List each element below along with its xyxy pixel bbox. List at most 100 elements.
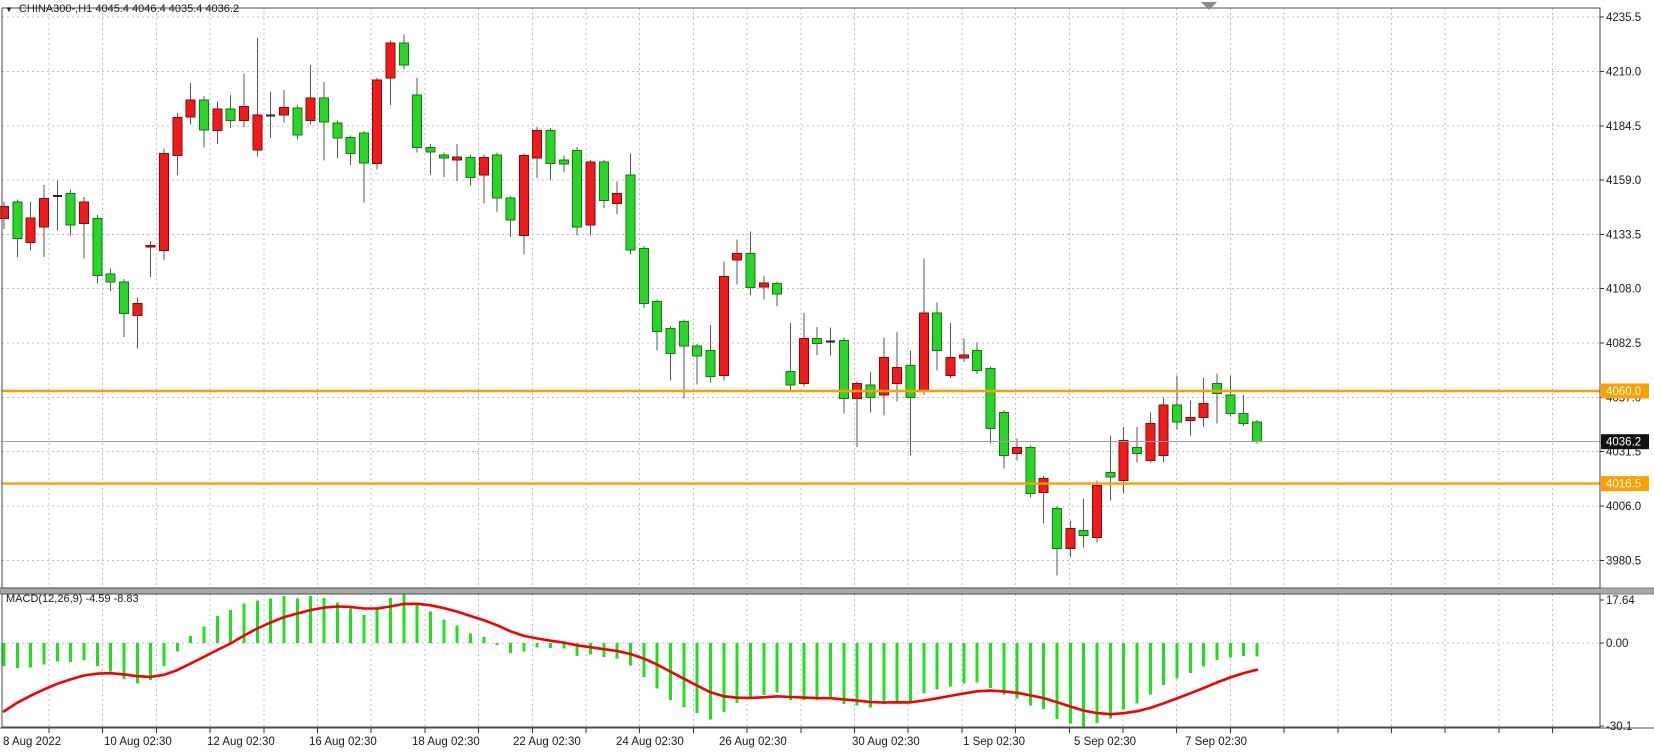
- macd-axis-label: -30.1: [1606, 721, 1632, 733]
- price-axis-label: 4184.5: [1606, 121, 1641, 133]
- time-axis-label: 26 Aug 02:30: [719, 736, 787, 748]
- bull-candle: [612, 192, 623, 204]
- bull-candle: [798, 337, 809, 384]
- bear-candle: [1025, 446, 1036, 494]
- time-axis-label: 12 Aug 02:30: [207, 736, 275, 748]
- bull-candle: [958, 354, 969, 359]
- bear-candle: [785, 370, 796, 386]
- bear-candle: [12, 201, 23, 240]
- bull-candle: [172, 116, 183, 156]
- time-axis-label: 24 Aug 02:30: [616, 736, 684, 748]
- price-axis-label: 4108.0: [1606, 284, 1641, 296]
- bull-candle: [478, 156, 489, 176]
- bear-candle: [358, 132, 369, 164]
- bull-candle: [918, 312, 929, 391]
- bear-candle: [1225, 394, 1236, 414]
- bear-candle: [665, 327, 676, 354]
- bear-candle: [1132, 446, 1142, 454]
- bear-candle: [1105, 471, 1116, 478]
- bear-candle: [705, 349, 716, 377]
- macd-axis-label: 0.00: [1606, 638, 1628, 650]
- bull-candle: [1012, 446, 1023, 454]
- bear-candle: [1212, 382, 1222, 394]
- bear-candle: [652, 300, 663, 332]
- bear-candle: [412, 94, 423, 148]
- price-axis[interactable]: 4235.5 4210.0 4184.5 4159.0 4133.5 4108.0 4082…: [1600, 12, 1649, 567]
- time-axis-label: 7 Sep 02:30: [1185, 736, 1247, 748]
- bear-candle: [465, 156, 476, 178]
- bear-candle: [572, 149, 583, 228]
- time-axis-label: 22 Aug 02:30: [513, 736, 581, 748]
- bull-candle: [252, 114, 263, 151]
- time-axis-label: 5 Sep 02:30: [1074, 736, 1136, 748]
- bear-candle: [692, 345, 703, 357]
- macd-indicator-label: MACD(12,26,9) -4.59 -8.83: [6, 593, 139, 605]
- time-axis-label: 10 Aug 02:30: [104, 736, 172, 748]
- bear-candle: [332, 122, 343, 139]
- bear-candle: [292, 107, 303, 136]
- macd-indicator: [2, 594, 1259, 727]
- current-price-badge: [1601, 434, 1649, 450]
- resistance-price-badge-text: 4060.0: [1606, 386, 1641, 398]
- bull-candle: [518, 154, 529, 236]
- bull-candle: [452, 156, 463, 161]
- main-panel-border: [1, 7, 1601, 589]
- bull-candle: [132, 303, 143, 316]
- bear-candle: [318, 97, 329, 123]
- price-axis-label: 4210.0: [1606, 67, 1641, 79]
- bull-candle: [39, 198, 49, 228]
- bear-candle: [1238, 412, 1249, 424]
- bear-candle: [905, 364, 916, 398]
- bear-candle: [225, 108, 236, 121]
- chart-shift-marker-icon[interactable]: [1201, 2, 1217, 10]
- chart-header: ▼ CHINA300-,H1 4045.4 4046.4 4035.4 4036…: [5, 3, 239, 15]
- price-axis-label: 4235.5: [1606, 12, 1641, 24]
- bear-candle: [1172, 404, 1182, 423]
- current-price-badge-text: 4036.2: [1606, 437, 1641, 449]
- bear-candle: [638, 247, 649, 304]
- bull-candle: [0, 206, 9, 219]
- time-axis-label: 30 Aug 02:30: [852, 736, 920, 748]
- time-axis-label: 1 Sep 02:30: [963, 736, 1025, 748]
- candlestick-series: [0, 34, 1262, 576]
- bear-candle: [545, 129, 556, 164]
- macd-axis-label: 17.64: [1606, 595, 1635, 607]
- bull-candle: [278, 106, 289, 116]
- bear-candle: [932, 312, 943, 351]
- bear-candle: [558, 159, 569, 165]
- bear-candle: [398, 42, 409, 66]
- bear-candle: [772, 282, 783, 295]
- price-axis-label: 4031.5: [1606, 447, 1641, 459]
- chart-title: CHINA300-,H1 4045.4 4046.4 4035.4 4036.2: [18, 3, 240, 15]
- macd-axis[interactable]: 17.64 0.00 -30.1: [1600, 595, 1635, 733]
- bear-candle: [598, 161, 609, 201]
- symbol-dropdown-icon[interactable]: ▼: [5, 4, 13, 14]
- bear-candle: [1052, 507, 1063, 549]
- macd-signal-line: [2, 602, 1259, 716]
- macd-panel-border: [1, 593, 1601, 728]
- bull-candle: [1065, 527, 1076, 549]
- price-axis-label: 4082.5: [1606, 338, 1641, 350]
- price-axis-label: 4006.0: [1606, 501, 1641, 513]
- bear-candle: [625, 174, 636, 251]
- grid: [2, 8, 1600, 727]
- bull-candle: [212, 108, 223, 131]
- bull-candle: [1198, 402, 1209, 418]
- price-axis-label: 4159.0: [1606, 175, 1641, 187]
- bear-candle: [345, 136, 356, 154]
- horizontal-level-lines[interactable]: [2, 389, 1600, 485]
- bear-candle: [92, 217, 103, 276]
- bull-candle: [878, 356, 889, 396]
- support-price-badge: [1601, 476, 1649, 492]
- bear-candle: [1252, 421, 1262, 443]
- bear-candle: [998, 411, 1009, 456]
- time-axis[interactable]: 8 Aug 2022 10 Aug 02:30 12 Aug 02:30 16 Aug…: [3, 728, 1554, 748]
- bull-candle: [79, 201, 89, 224]
- bull-candle: [305, 97, 316, 121]
- bear-candle: [972, 349, 983, 371]
- bull-candle: [718, 275, 729, 376]
- bull-candle: [892, 367, 903, 384]
- resistance-price-badge: [1601, 383, 1649, 399]
